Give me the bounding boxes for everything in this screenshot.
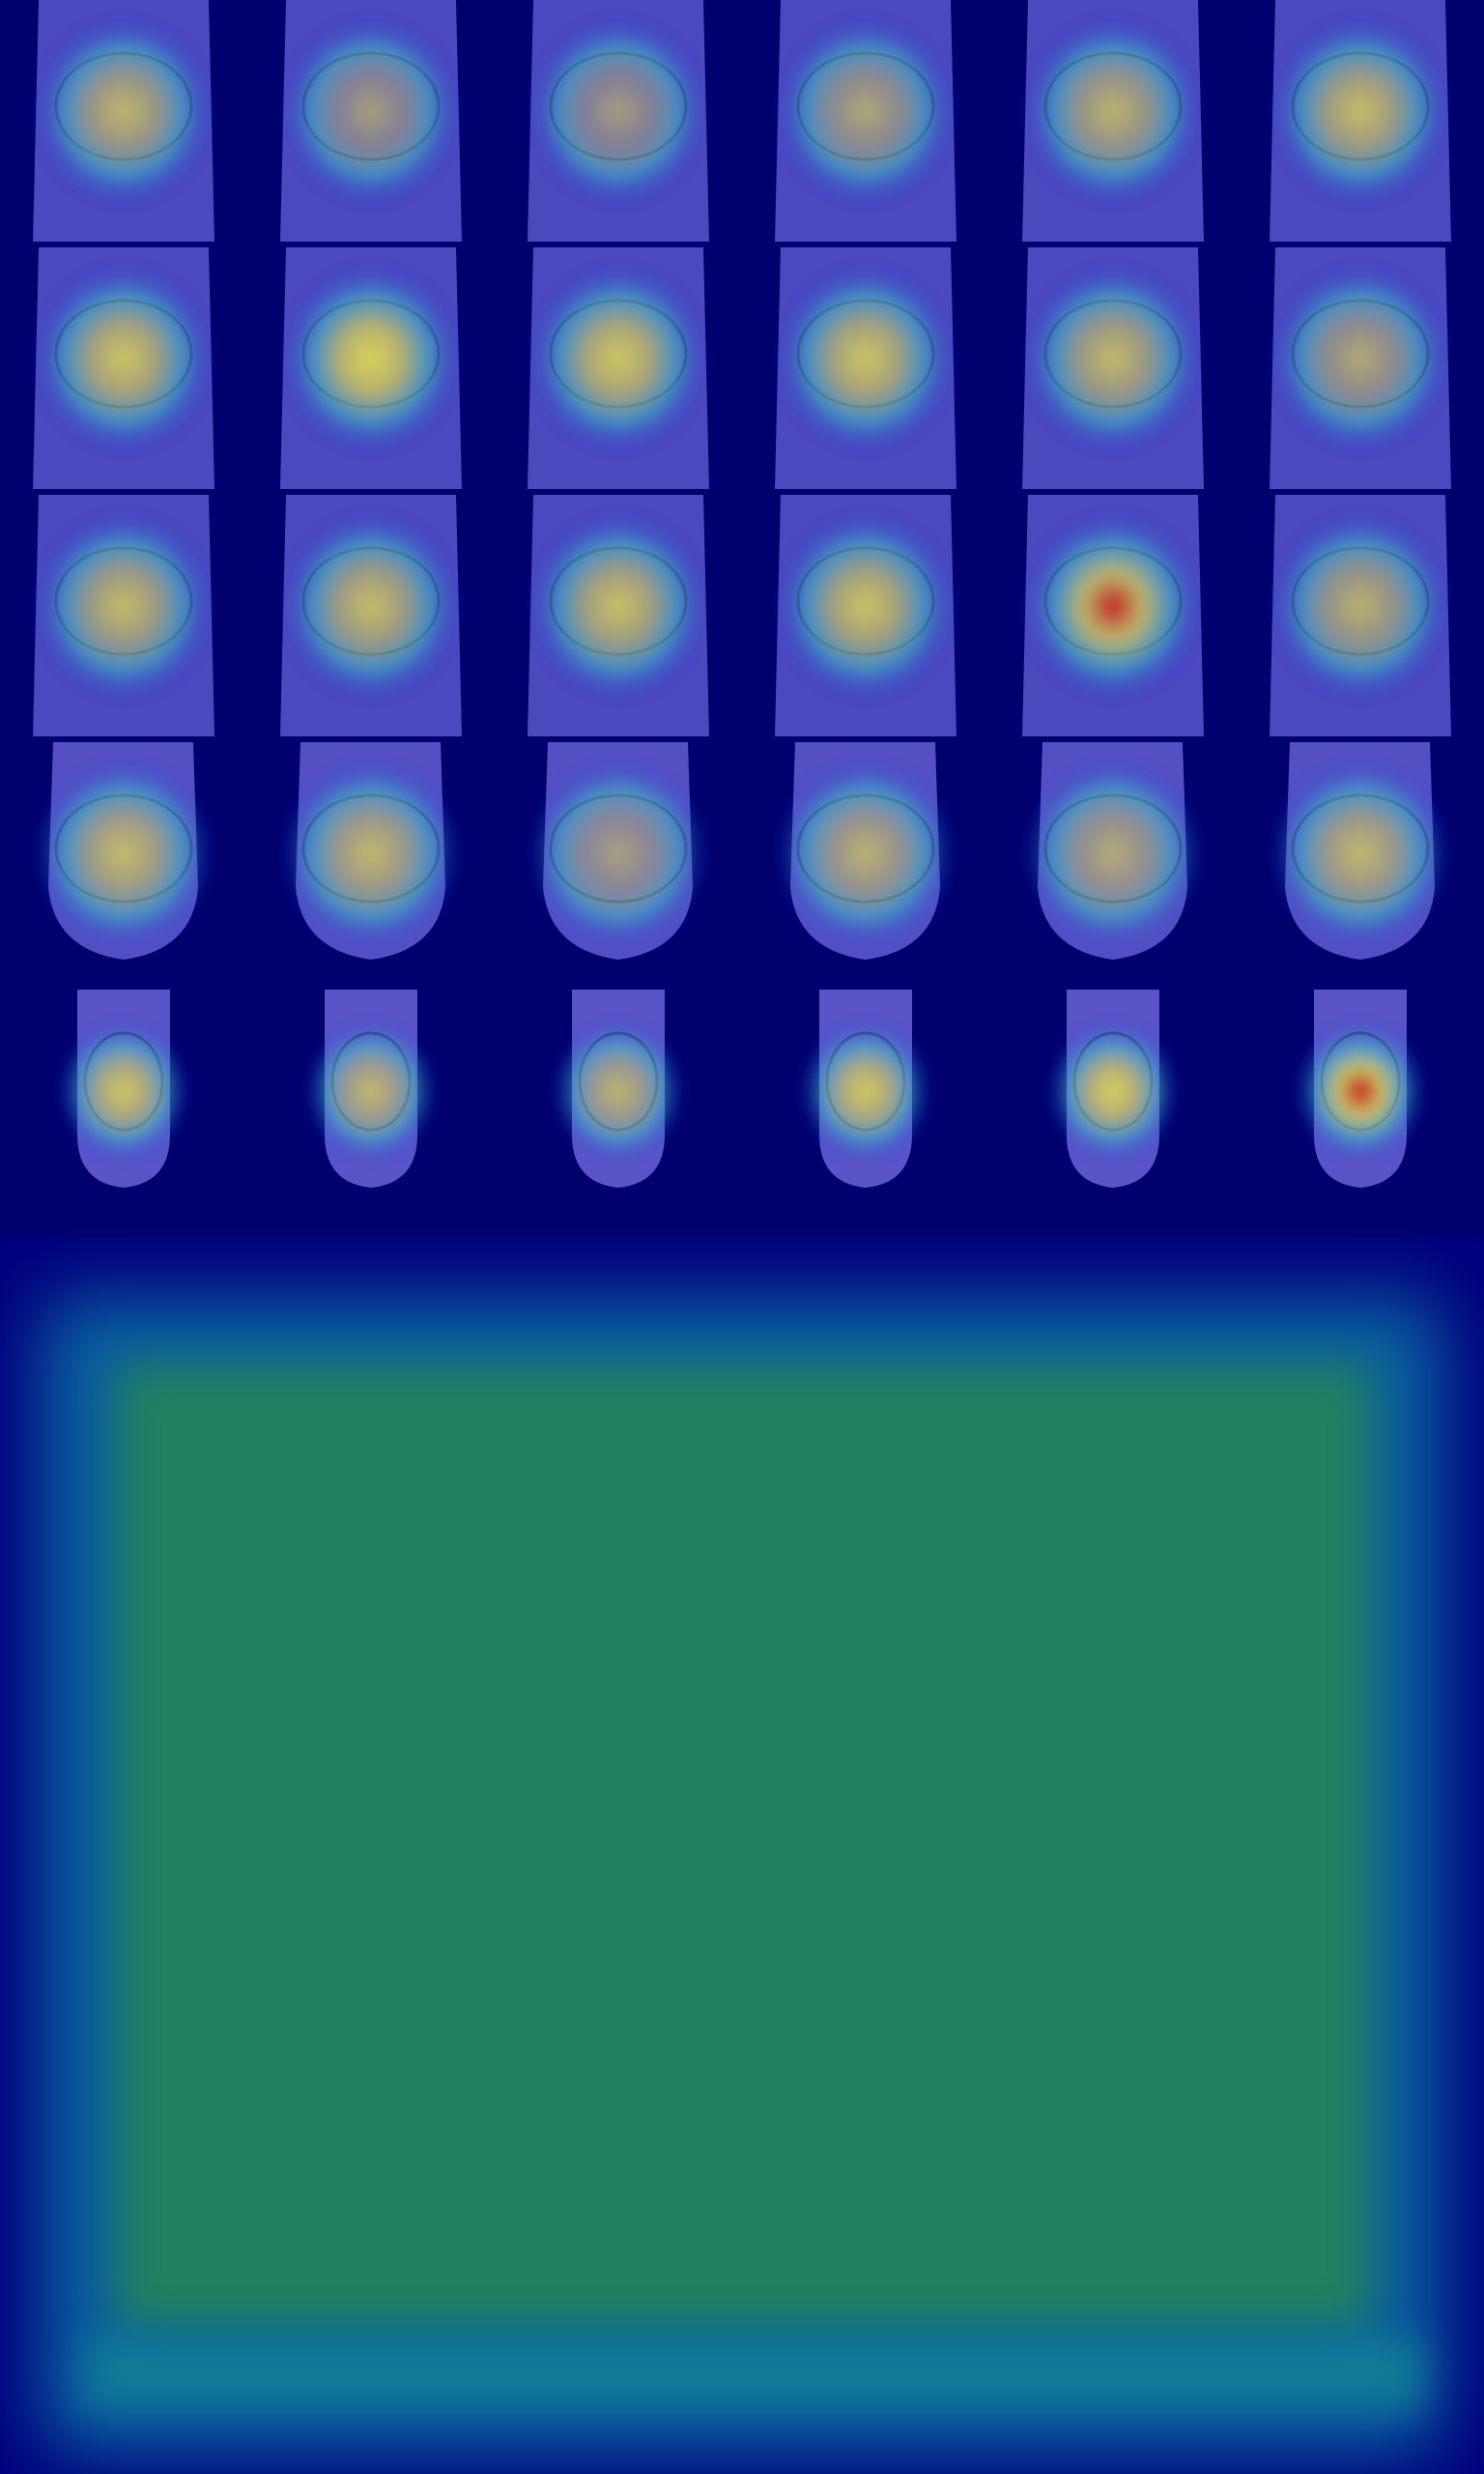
uniform-activation-field: [116, 1363, 1372, 2329]
slice-image: [247, 247, 495, 495]
slice-tile: [0, 495, 247, 742]
heat-overlay: [279, 509, 463, 703]
slice-tile: [247, 990, 495, 1237]
slice-image: [247, 990, 495, 1237]
slice-tile: [742, 742, 989, 990]
heat-overlay: [798, 1019, 933, 1164]
slice-tile: [495, 0, 742, 247]
slice-tile: [1237, 0, 1484, 247]
slice-image: [742, 742, 989, 990]
slice-image: [247, 495, 495, 742]
slice-tile: [247, 742, 495, 990]
heat-overlay: [527, 262, 710, 455]
slice-tile: [495, 742, 742, 990]
slice-tile: [1237, 495, 1484, 742]
heat-overlay: [527, 14, 710, 208]
slice-image: [989, 990, 1237, 1237]
slice-tile: [247, 247, 495, 495]
slice-image: [742, 247, 989, 495]
slice-tile: [989, 495, 1237, 742]
slice-tile: [989, 0, 1237, 247]
slice-image: [495, 0, 742, 247]
slice-tile: [742, 0, 989, 247]
slice-image: [0, 0, 247, 247]
slice-image: [989, 247, 1237, 495]
slice-image: [989, 742, 1237, 990]
slice-tile: [1237, 247, 1484, 495]
heat-overlay: [1045, 1019, 1181, 1164]
slice-tile: [247, 495, 495, 742]
slice-tile: [989, 742, 1237, 990]
heat-overlay: [56, 1019, 191, 1164]
heat-overlay: [1293, 1019, 1428, 1164]
heat-overlay: [32, 262, 215, 455]
slice-image: [989, 495, 1237, 742]
heat-overlay: [774, 14, 957, 208]
slice-image: [0, 247, 247, 495]
slice-image: [0, 990, 247, 1237]
slice-image: [1237, 247, 1484, 495]
slice-image: [1237, 742, 1484, 990]
slice-image: [495, 742, 742, 990]
heat-overlay: [774, 262, 957, 455]
slice-grid: [0, 0, 1484, 1237]
slice-image: [742, 495, 989, 742]
slice-tile: [495, 990, 742, 1237]
slice-tile: [742, 495, 989, 742]
heat-overlay: [1269, 509, 1452, 703]
slice-image: [247, 0, 495, 247]
panel-bottom-strip: [87, 2339, 1420, 2406]
slice-tile: [742, 247, 989, 495]
heat-overlay: [1269, 262, 1452, 455]
slice-tile: [0, 990, 247, 1237]
slice-image: [495, 990, 742, 1237]
slice-image: [0, 742, 247, 990]
heat-overlay: [1021, 509, 1205, 703]
slice-image: [1237, 990, 1484, 1237]
slice-tile: [989, 990, 1237, 1237]
empty-slice-panel: [0, 1237, 1484, 2474]
slice-image: [495, 495, 742, 742]
heat-overlay: [279, 262, 463, 455]
slice-image: [247, 742, 495, 990]
slice-image: [495, 247, 742, 495]
heat-overlay: [551, 1019, 686, 1164]
heat-overlay: [527, 757, 710, 950]
heat-overlay: [1269, 14, 1452, 208]
heat-overlay: [32, 757, 215, 950]
slice-tile: [0, 0, 247, 247]
slice-tile: [742, 990, 989, 1237]
slice-tile: [495, 495, 742, 742]
heat-overlay: [1269, 757, 1452, 950]
heat-overlay: [774, 509, 957, 703]
slice-tile: [0, 247, 247, 495]
heat-overlay: [1021, 757, 1205, 950]
heat-overlay: [527, 509, 710, 703]
slice-tile: [0, 742, 247, 990]
slice-image: [1237, 495, 1484, 742]
slice-tile: [1237, 742, 1484, 990]
slice-image: [742, 990, 989, 1237]
slice-tile: [989, 247, 1237, 495]
slice-tile: [495, 247, 742, 495]
slice-image: [742, 0, 989, 247]
heat-overlay: [279, 14, 463, 208]
slice-image: [0, 495, 247, 742]
slice-tile: [1237, 990, 1484, 1237]
heat-overlay: [1021, 14, 1205, 208]
heat-overlay: [32, 14, 215, 208]
heat-overlay: [774, 757, 957, 950]
slice-tile: [247, 0, 495, 247]
slice-image: [1237, 0, 1484, 247]
slice-image: [989, 0, 1237, 247]
heat-overlay: [32, 509, 215, 703]
heat-overlay: [303, 1019, 439, 1164]
heat-overlay: [1021, 262, 1205, 455]
heat-overlay: [279, 757, 463, 950]
